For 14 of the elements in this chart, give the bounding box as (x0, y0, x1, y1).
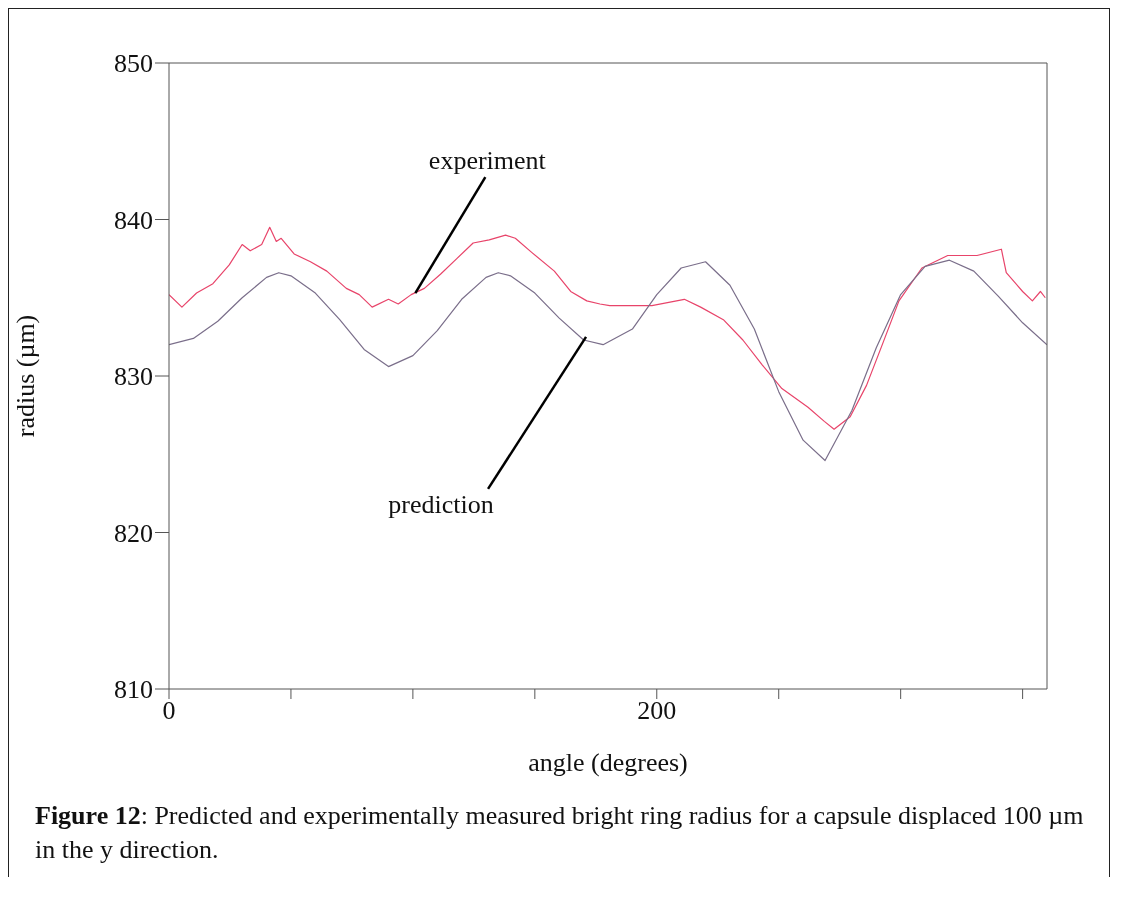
y-axis-title: radius (µm) (11, 314, 41, 438)
x-tick-label: 0 (162, 696, 176, 726)
annotation: prediction (388, 489, 494, 519)
y-tick-label: 830 (114, 362, 153, 392)
caption: Figure 12: Predicted and experimentally measured bright ring radius for a capsule displaced 100 µm in the y direction. (35, 801, 1084, 864)
line-series (169, 226, 1046, 430)
y-tick-label: 840 (114, 205, 153, 235)
y-tick-label: 850 (114, 49, 153, 79)
y-tick-label: 810 (114, 675, 153, 705)
x-axis-title: angle (degrees) (528, 748, 688, 777)
x-tick-label: 200 (637, 696, 677, 726)
line-series (169, 259, 1047, 462)
annotation: experiment (428, 146, 547, 176)
y-tick-label: 820 (114, 518, 153, 548)
